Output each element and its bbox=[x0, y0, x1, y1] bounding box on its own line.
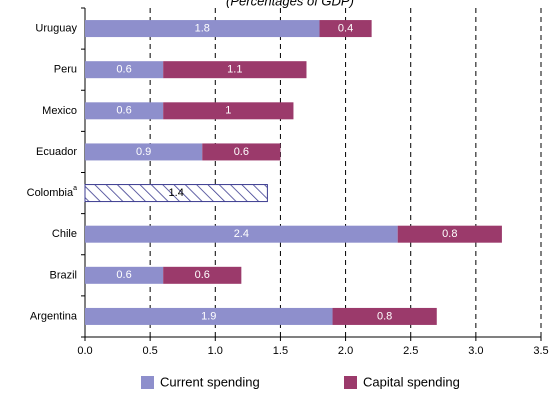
value-label: 1.1 bbox=[227, 64, 242, 76]
y-tick-label: Uruguay bbox=[35, 22, 77, 34]
footnote-marker: a bbox=[73, 185, 77, 192]
value-label: 0.4 bbox=[338, 22, 353, 34]
value-label: 1.4 bbox=[169, 187, 184, 199]
x-tick-label: 2.5 bbox=[403, 345, 418, 357]
legend-label: Current spending bbox=[160, 374, 260, 389]
category-name: Brazil bbox=[49, 269, 77, 281]
bar bbox=[332, 307, 437, 325]
x-tick-label: 0.0 bbox=[77, 345, 92, 357]
bar bbox=[85, 102, 164, 120]
category-name: Mexico bbox=[42, 105, 77, 117]
value-label: 2.4 bbox=[234, 228, 249, 240]
y-tick-label: Chile bbox=[52, 228, 77, 240]
bar bbox=[319, 20, 372, 38]
value-label: 0.8 bbox=[442, 228, 457, 240]
bar bbox=[85, 61, 164, 79]
y-tick-label: Colombiaa bbox=[27, 185, 77, 199]
bar bbox=[85, 225, 398, 243]
bar bbox=[202, 143, 281, 161]
value-label: 1 bbox=[225, 105, 231, 117]
x-tick-label: 0.5 bbox=[142, 345, 157, 357]
bar bbox=[85, 307, 333, 325]
legend-swatch bbox=[141, 376, 154, 389]
bar bbox=[85, 20, 320, 38]
value-label: 0.6 bbox=[116, 105, 131, 117]
x-tick-label: 3.5 bbox=[533, 345, 548, 357]
category-name: Ecuador bbox=[36, 146, 77, 158]
category-name: Uruguay bbox=[35, 22, 77, 34]
bar bbox=[163, 102, 294, 120]
legend-label: Capital spending bbox=[363, 374, 460, 389]
x-tick-label: 1.0 bbox=[208, 345, 223, 357]
bar bbox=[85, 266, 164, 284]
value-label: 0.8 bbox=[377, 310, 392, 322]
value-label: 0.9 bbox=[136, 146, 151, 158]
y-tick-label: Brazil bbox=[49, 269, 77, 281]
value-label: 0.6 bbox=[195, 269, 210, 281]
bar bbox=[85, 143, 203, 161]
bar bbox=[84, 184, 268, 203]
x-tick-label: 2.0 bbox=[338, 345, 353, 357]
value-label: 1.9 bbox=[201, 310, 216, 322]
y-tick-label: Peru bbox=[54, 64, 77, 76]
category-name: Peru bbox=[54, 64, 77, 76]
value-label: 0.6 bbox=[116, 64, 131, 76]
category-name: Argentina bbox=[30, 310, 78, 322]
y-tick-label: Argentina bbox=[30, 310, 78, 322]
bar bbox=[163, 61, 307, 79]
legend-swatch bbox=[344, 376, 357, 389]
y-tick-label: Mexico bbox=[42, 105, 77, 117]
category-name: Colombia bbox=[27, 187, 74, 199]
chart-title: (Percentages of GDP) bbox=[226, 0, 354, 8]
category-name: Chile bbox=[52, 228, 77, 240]
bar bbox=[397, 225, 502, 243]
bar bbox=[163, 266, 242, 284]
x-tick-label: 3.0 bbox=[468, 345, 483, 357]
x-tick-label: 1.5 bbox=[273, 345, 288, 357]
y-tick-label: Ecuador bbox=[36, 146, 77, 158]
value-label: 1.8 bbox=[195, 22, 210, 34]
value-label: 0.6 bbox=[116, 269, 131, 281]
value-label: 0.6 bbox=[234, 146, 249, 158]
